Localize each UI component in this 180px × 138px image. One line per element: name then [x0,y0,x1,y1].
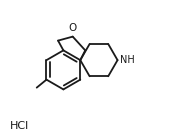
Text: NH: NH [120,55,135,65]
Text: HCl: HCl [10,121,29,131]
Text: O: O [69,23,77,33]
